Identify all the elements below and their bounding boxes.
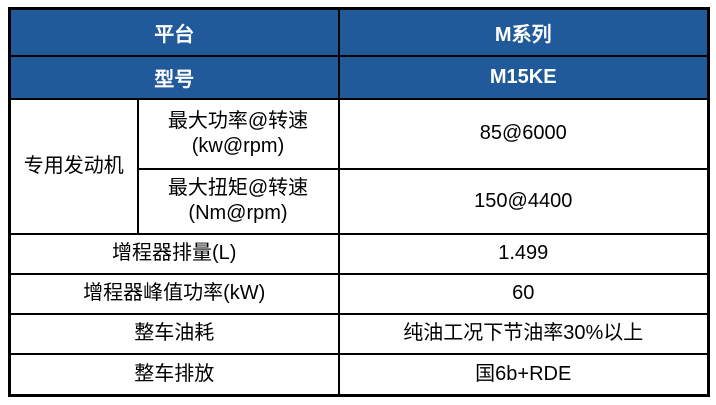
table-row-fuel-consumption: 整车油耗 纯油工况下节油率30%以上 xyxy=(8,312,710,355)
fuel-consumption-label-cell: 整车油耗 xyxy=(8,312,340,355)
spec-table: 平台 M系列 型号 M15KE 专用发动机 最大功率@转速 (kw@rpm) 8… xyxy=(8,7,710,397)
max-power-value-cell: 85@6000 xyxy=(337,97,710,170)
table-row-peak-power: 增程器峰值功率(kW) 60 xyxy=(8,272,710,315)
displacement-value-cell: 1.499 xyxy=(337,232,710,275)
emission-value-cell: 国6b+RDE xyxy=(337,352,710,397)
table-row-max-torque: 最大扭矩@转速 (Nm@rpm) 150@4400 xyxy=(10,167,710,235)
platform-value-cell: M系列 xyxy=(337,7,710,57)
max-power-label-line2: (kw@rpm) xyxy=(191,134,285,157)
max-power-label-line1: 最大功率@转速 xyxy=(167,109,309,132)
model-value-cell: M15KE xyxy=(337,54,710,100)
displacement-label-cell: 增程器排量(L) xyxy=(8,232,340,275)
emission-label-cell: 整车排放 xyxy=(8,352,340,397)
max-power-label-cell: 最大功率@转速 (kw@rpm) xyxy=(136,97,340,170)
table-row-platform: 平台 M系列 xyxy=(8,7,710,57)
table-row-max-power: 专用发动机 最大功率@转速 (kw@rpm) 85@6000 xyxy=(8,97,710,235)
max-torque-value-cell: 150@4400 xyxy=(337,167,710,235)
table-row-model: 型号 M15KE xyxy=(8,54,710,100)
peak-power-value-cell: 60 xyxy=(337,272,710,315)
engine-group-cell: 专用发动机 xyxy=(8,97,139,235)
model-label-cell: 型号 xyxy=(8,54,340,100)
table-row-displacement: 增程器排量(L) 1.499 xyxy=(8,232,710,275)
max-torque-label-line1: 最大扭矩@转速 xyxy=(167,177,309,199)
fuel-consumption-value-cell: 纯油工况下节油率30%以上 xyxy=(337,312,710,355)
table-row-emission: 整车排放 国6b+RDE xyxy=(8,352,710,397)
peak-power-label-cell: 增程器峰值功率(kW) xyxy=(8,272,340,315)
platform-label-cell: 平台 xyxy=(8,7,340,57)
max-torque-label-line2: (Nm@rpm) xyxy=(188,202,288,224)
max-torque-label-cell: 最大扭矩@转速 (Nm@rpm) xyxy=(136,167,340,235)
